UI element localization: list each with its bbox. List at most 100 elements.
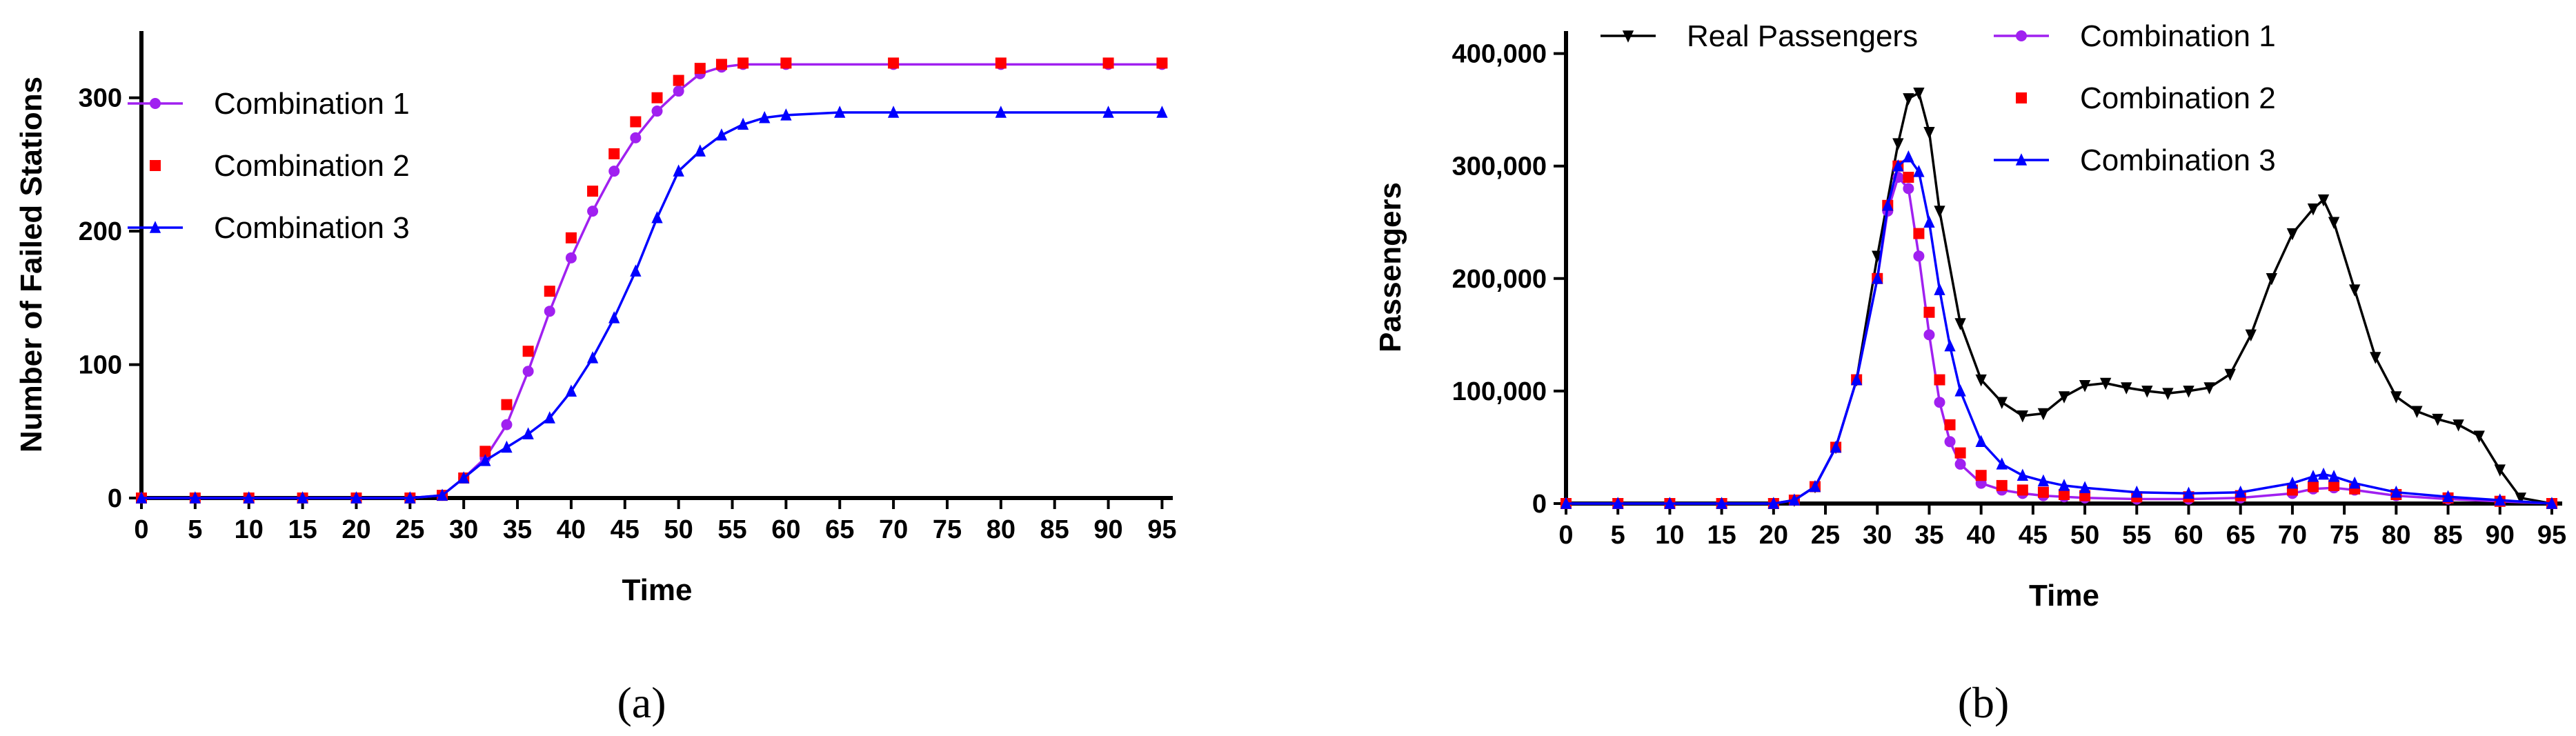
data-point <box>2432 413 2444 426</box>
data-point <box>2141 386 2153 398</box>
data-point <box>737 117 749 130</box>
data-point <box>1892 138 1904 150</box>
data-point <box>2131 485 2143 498</box>
data-point <box>2317 467 2330 480</box>
data-point <box>2203 382 2215 395</box>
data-point <box>1560 497 1572 509</box>
legend-label: Combination 2 <box>2080 81 2276 115</box>
data-point <box>2286 228 2299 241</box>
legend-marker <box>149 221 161 233</box>
legend-marker <box>2016 92 2027 103</box>
x-tick-label: 95 <box>2537 521 2566 550</box>
data-point <box>2017 484 2028 496</box>
x-axis-title: Time <box>2029 579 2099 613</box>
data-point <box>2348 284 2361 297</box>
series-combination-2 <box>1561 160 2557 509</box>
legend: Combination 1 Combination 2 Combination 3 <box>128 87 410 245</box>
data-point <box>2328 470 2340 482</box>
data-point <box>1716 497 1727 509</box>
data-point <box>2162 388 2174 400</box>
x-tick-label: 35 <box>1914 521 1943 550</box>
data-point <box>2453 419 2464 432</box>
series-combination-1 <box>1561 172 2557 509</box>
data-point <box>995 106 1007 118</box>
x-tick-label: 0 <box>134 515 148 544</box>
data-point <box>630 116 642 128</box>
data-point <box>350 491 362 504</box>
x-tick-label: 10 <box>1655 521 1684 550</box>
series-combination-3 <box>135 106 1168 504</box>
legend-item: Combination 2 <box>2016 81 2276 115</box>
data-point <box>1923 215 1935 228</box>
data-point <box>2224 368 2236 381</box>
data-point <box>1892 159 1904 172</box>
panel-label: (b) <box>1958 678 2010 727</box>
data-point <box>2017 468 2029 481</box>
legend-marker <box>2016 30 2027 41</box>
data-point <box>1809 479 1821 493</box>
data-point <box>1934 206 1945 218</box>
data-point <box>1913 87 1925 100</box>
data-point <box>834 106 846 118</box>
data-point <box>780 57 792 69</box>
data-point <box>1612 497 1624 509</box>
data-point <box>1102 57 1114 69</box>
data-point <box>2099 377 2112 390</box>
data-point <box>501 419 513 430</box>
data-point <box>1975 435 1987 448</box>
x-tick-label: 85 <box>2433 521 2462 550</box>
data-point <box>2442 490 2454 502</box>
data-point <box>1996 457 2008 470</box>
legend-item: Real Passengers <box>1601 19 1918 53</box>
data-point <box>2121 382 2132 395</box>
data-point <box>2245 329 2257 342</box>
data-point <box>587 206 599 217</box>
data-point <box>608 311 620 324</box>
legend-item: Combination 1 <box>128 87 410 121</box>
data-point <box>1934 397 1945 408</box>
data-point <box>544 306 555 317</box>
data-point <box>2348 476 2361 489</box>
data-point <box>436 488 448 501</box>
data-point <box>651 106 663 117</box>
x-tick-label: 70 <box>2278 521 2307 550</box>
data-point <box>1975 374 1987 387</box>
series-combination-1 <box>136 59 1168 504</box>
data-point <box>694 144 706 157</box>
data-point <box>565 384 577 397</box>
data-point <box>608 166 620 177</box>
data-point <box>1954 447 1966 459</box>
data-point <box>995 57 1007 69</box>
data-point <box>522 366 534 377</box>
data-point <box>887 106 900 118</box>
data-point <box>297 491 308 504</box>
y-tick-label: 0 <box>108 484 122 513</box>
data-point <box>1996 479 2008 491</box>
data-point <box>1934 374 1945 386</box>
legend-item: Combination 3 <box>1994 143 2276 177</box>
data-point <box>1913 250 1925 262</box>
series-line <box>141 111 1162 499</box>
data-point <box>2411 406 2423 419</box>
y-tick-label: 100 <box>79 351 122 380</box>
data-point <box>522 427 534 439</box>
y-tick-label: 100,000 <box>1452 377 1547 406</box>
x-tick-label: 90 <box>2486 521 2515 550</box>
data-point <box>1767 497 1780 509</box>
y-tick-label: 200,000 <box>1452 265 1547 294</box>
data-point <box>2266 273 2278 286</box>
x-tick-label: 5 <box>188 515 202 544</box>
data-point <box>2515 493 2527 505</box>
data-point <box>1944 419 1956 430</box>
data-point <box>565 232 577 243</box>
data-point <box>1923 306 1935 318</box>
series-combination-2 <box>136 57 1168 504</box>
data-point <box>1944 436 1956 448</box>
data-point <box>1923 127 1935 139</box>
series-combination-3 <box>1560 150 2558 509</box>
data-point <box>2037 474 2050 487</box>
series-real-passengers <box>1560 87 2558 510</box>
data-point <box>2058 391 2070 404</box>
data-point <box>1664 497 1676 509</box>
data-point <box>2308 481 2319 493</box>
